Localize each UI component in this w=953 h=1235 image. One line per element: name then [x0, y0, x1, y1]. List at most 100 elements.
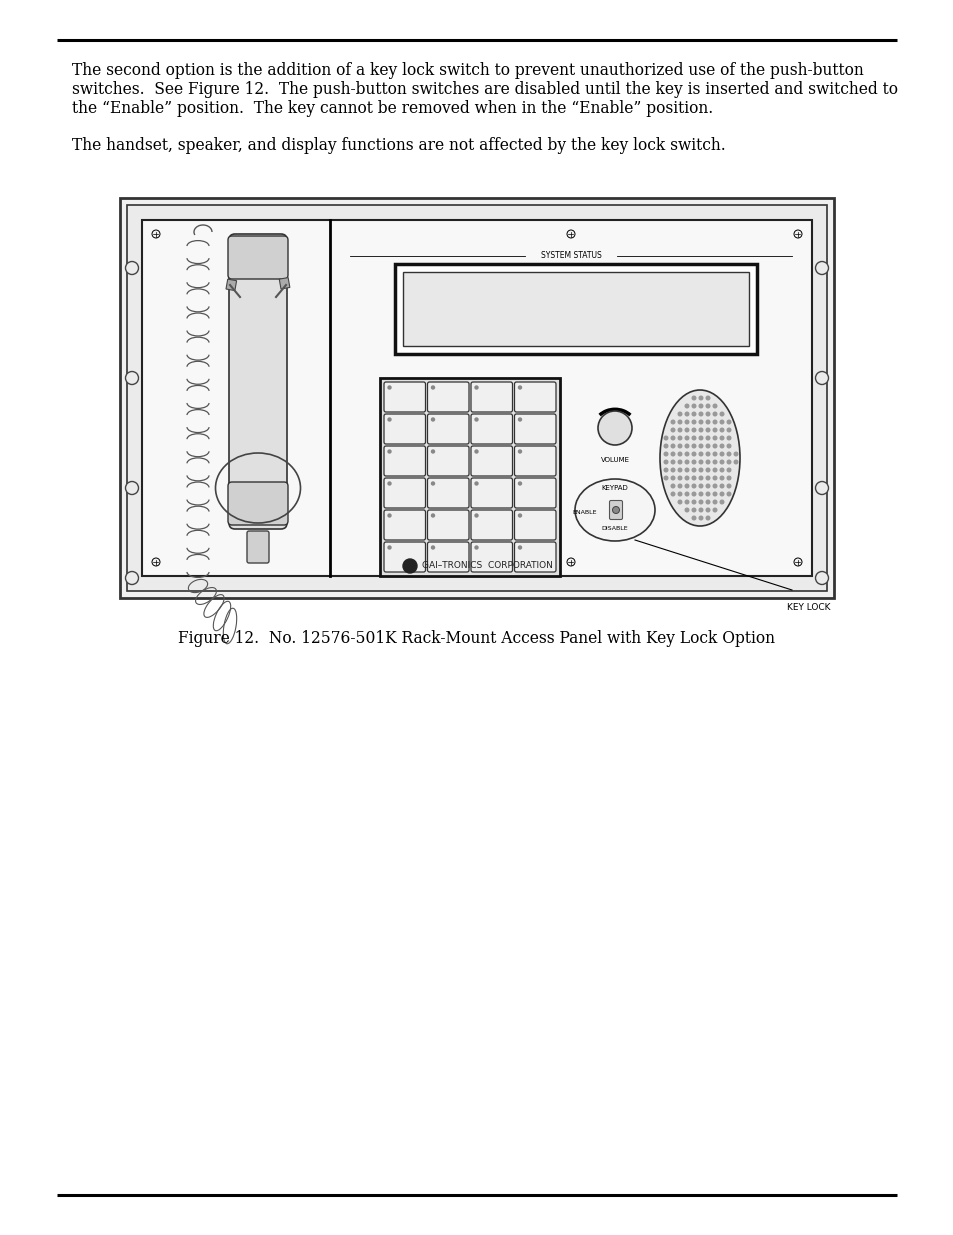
Circle shape	[705, 412, 709, 416]
Circle shape	[388, 450, 391, 453]
Circle shape	[726, 484, 730, 488]
Circle shape	[705, 404, 709, 408]
Circle shape	[475, 482, 477, 485]
Circle shape	[566, 230, 575, 238]
Circle shape	[684, 404, 688, 408]
FancyBboxPatch shape	[427, 382, 469, 412]
Circle shape	[684, 500, 688, 504]
Circle shape	[684, 436, 688, 440]
Circle shape	[152, 558, 160, 566]
Circle shape	[815, 482, 827, 494]
Circle shape	[678, 461, 681, 464]
Circle shape	[815, 262, 827, 274]
FancyBboxPatch shape	[471, 478, 512, 508]
FancyBboxPatch shape	[228, 236, 288, 279]
Circle shape	[152, 230, 160, 238]
FancyBboxPatch shape	[247, 531, 269, 563]
Circle shape	[684, 477, 688, 480]
Circle shape	[671, 445, 674, 448]
Circle shape	[699, 484, 702, 488]
Circle shape	[678, 500, 681, 504]
Circle shape	[713, 500, 716, 504]
Circle shape	[713, 452, 716, 456]
Circle shape	[713, 445, 716, 448]
Circle shape	[678, 452, 681, 456]
Circle shape	[726, 429, 730, 432]
Circle shape	[684, 493, 688, 495]
Circle shape	[699, 500, 702, 504]
Circle shape	[678, 429, 681, 432]
Circle shape	[612, 506, 618, 514]
Bar	[226, 279, 236, 290]
Text: KEY LOCK: KEY LOCK	[786, 604, 830, 613]
Circle shape	[815, 572, 827, 584]
Circle shape	[705, 420, 709, 424]
Circle shape	[663, 445, 667, 448]
Circle shape	[475, 450, 477, 453]
Circle shape	[699, 508, 702, 511]
Circle shape	[671, 477, 674, 480]
Circle shape	[678, 412, 681, 416]
Circle shape	[720, 461, 723, 464]
Circle shape	[793, 230, 801, 238]
Circle shape	[699, 412, 702, 416]
Circle shape	[671, 429, 674, 432]
FancyBboxPatch shape	[471, 382, 512, 412]
Text: Figure 12.  No. 12576-501K Rack-Mount Access Panel with Key Lock Option: Figure 12. No. 12576-501K Rack-Mount Acc…	[178, 630, 775, 647]
Circle shape	[692, 468, 695, 472]
Text: GAI–TRONICS  CORPORATION: GAI–TRONICS CORPORATION	[421, 562, 553, 571]
FancyBboxPatch shape	[609, 500, 622, 520]
FancyBboxPatch shape	[384, 510, 425, 540]
Circle shape	[705, 461, 709, 464]
Circle shape	[431, 546, 434, 550]
Circle shape	[684, 452, 688, 456]
Circle shape	[518, 482, 521, 485]
FancyBboxPatch shape	[514, 510, 556, 540]
Circle shape	[684, 468, 688, 472]
Circle shape	[692, 436, 695, 440]
Circle shape	[684, 445, 688, 448]
FancyBboxPatch shape	[514, 542, 556, 572]
Circle shape	[678, 493, 681, 495]
Circle shape	[663, 436, 667, 440]
Circle shape	[431, 482, 434, 485]
Bar	[279, 278, 290, 289]
Circle shape	[705, 396, 709, 400]
FancyBboxPatch shape	[384, 382, 425, 412]
Circle shape	[720, 420, 723, 424]
Circle shape	[713, 477, 716, 480]
Circle shape	[431, 417, 434, 421]
FancyBboxPatch shape	[229, 233, 287, 529]
Circle shape	[671, 468, 674, 472]
FancyBboxPatch shape	[514, 446, 556, 475]
Circle shape	[678, 445, 681, 448]
Circle shape	[678, 477, 681, 480]
Circle shape	[699, 420, 702, 424]
Circle shape	[692, 477, 695, 480]
Circle shape	[713, 404, 716, 408]
Circle shape	[699, 445, 702, 448]
Circle shape	[388, 546, 391, 550]
Circle shape	[671, 420, 674, 424]
FancyBboxPatch shape	[384, 542, 425, 572]
Bar	[142, 220, 811, 576]
Circle shape	[705, 508, 709, 511]
FancyBboxPatch shape	[514, 414, 556, 445]
FancyBboxPatch shape	[471, 510, 512, 540]
Circle shape	[726, 468, 730, 472]
Circle shape	[705, 493, 709, 495]
Circle shape	[678, 436, 681, 440]
Circle shape	[699, 493, 702, 495]
FancyBboxPatch shape	[427, 478, 469, 508]
Circle shape	[475, 417, 477, 421]
Circle shape	[692, 429, 695, 432]
Circle shape	[720, 436, 723, 440]
Text: The second option is the addition of a key lock switch to prevent unauthorized u: The second option is the addition of a k…	[71, 62, 862, 79]
Circle shape	[475, 546, 477, 550]
FancyBboxPatch shape	[471, 414, 512, 445]
Circle shape	[699, 477, 702, 480]
FancyBboxPatch shape	[514, 382, 556, 412]
FancyBboxPatch shape	[384, 414, 425, 445]
Circle shape	[726, 452, 730, 456]
Bar	[127, 205, 826, 592]
